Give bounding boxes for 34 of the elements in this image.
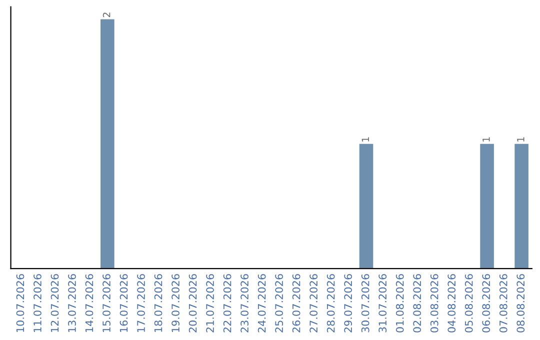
x-tick-label: 14.07.2026 [85,274,94,332]
x-tick-label: 07.08.2026 [499,274,508,332]
x-tick-label: 30.07.2026 [361,274,370,332]
x-tick-label: 27.07.2026 [310,274,318,332]
x-tick-label: 26.07.2026 [292,274,300,332]
x-tick-label: 10.07.2026 [16,274,24,332]
x-tick-label: 25.07.2026 [275,274,283,332]
x-tick-label: 28.07.2026 [326,274,335,332]
x-tick-label: 03.08.2026 [430,274,438,332]
x-tick-label: 13.07.2026 [68,274,76,332]
x-tick-label: 15.07.2026 [102,274,110,332]
x-tick-label: 23.07.2026 [240,274,248,332]
x-tick-label: 08.08.2026 [516,274,525,332]
data-label: 1 [517,137,524,142]
x-tick-label: 31.07.2026 [378,274,387,332]
x-tick-label: 18.07.2026 [154,274,162,332]
x-tick-label: 02.08.2026 [413,274,422,332]
x-tick-label: 16.07.2026 [120,274,128,332]
x-tick-label: 20.07.2026 [188,274,197,332]
x-tick-label: 12.07.2026 [50,274,59,332]
data-label: 1 [482,137,490,142]
x-tick-label: 29.07.2026 [344,274,352,332]
x-tick-label: 22.07.2026 [223,274,232,332]
x-tick-label: 01.08.2026 [396,274,404,332]
data-label: 2 [102,12,110,18]
data-label: 1 [362,137,369,142]
x-tick-label: 06.08.2026 [482,274,490,332]
x-tick-label: 11.07.2026 [34,274,42,332]
x-tick-label: 19.07.2026 [172,274,180,332]
x-tick-label: 04.08.2026 [448,274,456,332]
x-tick-label: 21.07.2026 [206,274,214,332]
x-tick-label: 24.07.2026 [258,274,266,332]
x-tick-label: 17.07.2026 [137,274,145,332]
x-tick-label: 05.08.2026 [464,274,473,332]
